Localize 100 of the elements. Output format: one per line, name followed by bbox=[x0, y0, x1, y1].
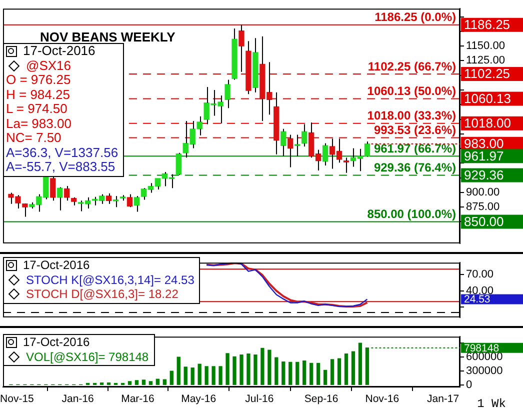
candlestick bbox=[126, 194, 133, 208]
candlestick bbox=[252, 38, 258, 93]
y-tick-label: 0 bbox=[466, 379, 472, 392]
x-tick-label: Jan-17 bbox=[426, 393, 460, 406]
bar bbox=[358, 342, 362, 385]
bar bbox=[190, 368, 194, 385]
candlestick bbox=[57, 186, 63, 211]
annotation: 1102.25 bbox=[464, 66, 510, 82]
annotation: 1018.00 bbox=[464, 115, 511, 130]
candlestick bbox=[246, 40, 252, 95]
x-tick-label: Mar-16 bbox=[121, 393, 154, 406]
candlestick bbox=[322, 142, 328, 166]
bar bbox=[316, 362, 320, 385]
x-tick-label: Jul-16 bbox=[245, 393, 274, 406]
bar bbox=[218, 366, 222, 385]
ref-line-label: 1060.13 (50.0%) bbox=[367, 84, 456, 98]
series-label: STOCH K[@SX16,3,14]= 24.53 bbox=[26, 272, 194, 286]
annotation: A=-55.7, V=883.55 bbox=[6, 159, 116, 174]
bar bbox=[296, 362, 300, 385]
x-tick-label: Jan-16 bbox=[62, 393, 94, 406]
bar bbox=[100, 382, 104, 385]
bar bbox=[232, 356, 236, 385]
candlestick bbox=[302, 124, 308, 147]
candlestick bbox=[238, 24, 244, 72]
candlestick bbox=[71, 196, 77, 206]
bar bbox=[282, 361, 286, 385]
candlestick bbox=[232, 28, 238, 80]
bar bbox=[240, 354, 244, 385]
bar bbox=[337, 358, 342, 385]
candlestick bbox=[280, 128, 286, 157]
ref-line-label: 961.97 (66.7%) bbox=[374, 141, 456, 156]
bar bbox=[260, 348, 264, 385]
bar bbox=[226, 353, 230, 385]
candlestick bbox=[294, 134, 300, 157]
candlestick bbox=[120, 194, 126, 202]
bar bbox=[106, 382, 111, 385]
bar bbox=[134, 380, 139, 385]
candlestick bbox=[274, 92, 280, 155]
x-tick-label: Sep-16 bbox=[304, 393, 338, 406]
x-tick-label: Nov-16 bbox=[365, 393, 400, 406]
bar bbox=[212, 366, 216, 385]
candlestick bbox=[224, 79, 230, 109]
annotation: L = 974.50 bbox=[6, 101, 68, 116]
annotation: O = 976.25 bbox=[6, 72, 71, 87]
candlestick bbox=[112, 195, 119, 208]
annotation: NC= 7.50 bbox=[6, 130, 62, 145]
annotation: A=36.3, V=1337.56 bbox=[6, 144, 118, 160]
annotation: @SX16 bbox=[26, 58, 71, 72]
candlestick bbox=[134, 195, 140, 212]
series-label: VOL[@SX16]= 798148 bbox=[26, 350, 149, 364]
bar bbox=[330, 359, 334, 385]
ref-line-label: 1102.25 (66.7%) bbox=[368, 59, 456, 74]
bar bbox=[246, 354, 250, 385]
bar bbox=[128, 381, 132, 385]
bar bbox=[142, 380, 146, 385]
bar bbox=[148, 381, 153, 385]
candlestick bbox=[64, 186, 70, 202]
annotation: 1060.13 bbox=[464, 90, 511, 106]
legend-title: 17-Oct-2016 bbox=[23, 258, 90, 272]
ref-line-label: 993.53 (23.6%) bbox=[374, 123, 456, 138]
bar bbox=[198, 364, 202, 385]
x-tick-label: Nov-15 bbox=[0, 393, 34, 406]
bar bbox=[170, 370, 174, 385]
bar bbox=[184, 366, 188, 385]
legend-title: 17-Oct-2016 bbox=[23, 335, 90, 349]
bar bbox=[268, 350, 272, 385]
bar bbox=[156, 378, 160, 385]
y-tick-label: 900.00 bbox=[466, 186, 500, 198]
bar bbox=[176, 356, 180, 385]
y-tick-label: 600000 bbox=[466, 351, 503, 364]
y-tick-label: 1150.00 bbox=[466, 40, 505, 52]
text: STOCH D[@SX16,3]= 18.22 bbox=[26, 287, 178, 301]
legend-title: 17-Oct-2016 bbox=[23, 43, 96, 58]
bar bbox=[274, 357, 278, 385]
candlestick bbox=[288, 134, 294, 168]
bar bbox=[323, 370, 328, 385]
annotation: 850.00 bbox=[464, 214, 504, 229]
ref-line-label: 1186.25 (0.0%) bbox=[374, 10, 456, 24]
ref-line-label: 929.36 (76.4%) bbox=[374, 160, 456, 175]
y-tick-label: 1125.00 bbox=[466, 54, 505, 67]
bar bbox=[344, 354, 348, 385]
annotation: La= 983.00 bbox=[6, 116, 72, 130]
bar bbox=[309, 362, 314, 385]
y-tick-label: 875.00 bbox=[466, 201, 500, 214]
candlestick bbox=[176, 152, 182, 175]
annotation: 929.36 bbox=[464, 167, 504, 182]
bar bbox=[302, 360, 306, 385]
y-tick-label: 70.00 bbox=[466, 268, 494, 281]
annotation: 1186.25 bbox=[464, 16, 510, 32]
annotation: 961.97 bbox=[464, 148, 504, 164]
bar bbox=[288, 362, 292, 385]
candlestick bbox=[22, 204, 28, 218]
ref-line-label: 1018.00 (33.3%) bbox=[367, 108, 456, 123]
candlestick bbox=[343, 157, 350, 174]
candlestick bbox=[106, 192, 112, 204]
annotation: 983.00 bbox=[464, 136, 504, 151]
y-tick-label: 300000 bbox=[466, 365, 503, 378]
ref-line-label: 850.00 (100.0%) bbox=[367, 207, 456, 222]
x-tick-label: May-16 bbox=[181, 393, 216, 406]
bar bbox=[162, 379, 166, 385]
